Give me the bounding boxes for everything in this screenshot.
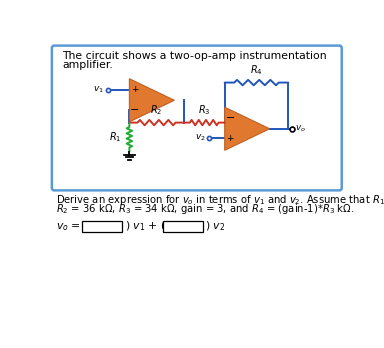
- Text: ) $v_1$ + (: ) $v_1$ + (: [125, 220, 166, 234]
- FancyBboxPatch shape: [82, 221, 122, 232]
- FancyBboxPatch shape: [52, 46, 342, 190]
- Text: $v_o$ = (: $v_o$ = (: [56, 220, 88, 234]
- Text: $v_o$: $v_o$: [295, 124, 306, 134]
- Text: ) $v_2$: ) $v_2$: [205, 220, 225, 234]
- Polygon shape: [225, 107, 270, 150]
- Text: +: +: [227, 134, 234, 143]
- Text: amplifier.: amplifier.: [62, 60, 113, 70]
- Text: $R_1$: $R_1$: [109, 130, 122, 144]
- Text: +: +: [131, 85, 139, 94]
- Text: $v_1$: $v_1$: [93, 84, 104, 95]
- Text: $v_2$: $v_2$: [195, 133, 205, 143]
- Text: Derive an expression for $v_o$ in terms of $v_1$ and $v_2$. Assume that $R_1$= 5: Derive an expression for $v_o$ in terms …: [56, 193, 384, 207]
- Text: $R_3$: $R_3$: [198, 103, 210, 117]
- Text: −: −: [130, 104, 139, 114]
- Text: $R_2$ = 36 kΩ, $R_3$ = 34 kΩ, gain = 3, and $R_4$ = (gain-1)*$R_3$ kΩ.: $R_2$ = 36 kΩ, $R_3$ = 34 kΩ, gain = 3, …: [56, 202, 354, 216]
- Text: −: −: [225, 113, 235, 123]
- Text: $R_2$: $R_2$: [151, 103, 163, 117]
- Text: The circuit shows a two-op-amp instrumentation: The circuit shows a two-op-amp instrumen…: [62, 51, 326, 61]
- FancyBboxPatch shape: [163, 221, 203, 232]
- Polygon shape: [129, 79, 174, 122]
- Text: $R_4$: $R_4$: [250, 63, 263, 77]
